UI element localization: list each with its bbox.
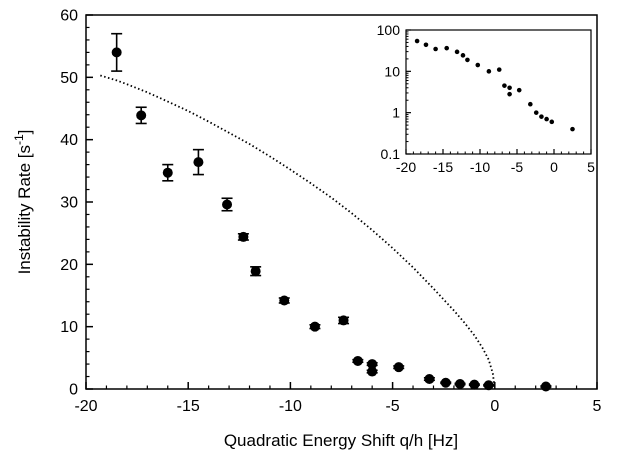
data-point (352, 355, 364, 366)
data-marker (469, 379, 480, 390)
inset-data-marker (533, 110, 539, 115)
data-marker (424, 374, 435, 385)
data-point (162, 163, 174, 182)
data-marker (338, 315, 349, 326)
x-tick-label: 0 (490, 398, 499, 415)
inset-data-marker (516, 87, 522, 93)
inset-data-marker (433, 46, 438, 52)
data-point (221, 197, 233, 212)
y-tick-label: 20 (60, 257, 78, 274)
inset-data-marker (475, 62, 481, 68)
data-marker (440, 377, 451, 388)
inset-x-tick-label: -10 (470, 159, 490, 175)
inset-data-marker (496, 67, 502, 72)
data-marker (540, 381, 551, 392)
inset-y-tick-label: 10 (384, 63, 400, 79)
inset-data-marker (544, 116, 549, 122)
inset-data-marker (528, 101, 533, 107)
y-tick-label: 50 (60, 70, 78, 87)
data-point (366, 359, 378, 370)
data-point (338, 315, 350, 326)
inset-data-marker (507, 85, 512, 91)
inset-x-tick-label: 0 (550, 159, 558, 175)
data-marker (393, 362, 404, 373)
y-tick-label: 0 (69, 382, 78, 399)
data-point (309, 321, 321, 332)
data-marker (309, 321, 320, 332)
data-point (366, 366, 378, 377)
data-point (483, 380, 495, 391)
inset-data-points (414, 38, 575, 132)
data-marker (367, 359, 378, 370)
data-point (250, 266, 262, 277)
data-marker (162, 167, 173, 178)
inset-data-marker (423, 42, 429, 48)
inset-data-marker (465, 57, 470, 63)
y-axis-label: Instability Rate [s-1] (12, 130, 34, 275)
data-point (237, 231, 249, 242)
inset-x-tick-label: 5 (587, 159, 595, 175)
inset-data-marker (570, 126, 575, 132)
inset-x-tick-label: -5 (511, 159, 524, 175)
x-tick-label: -15 (177, 398, 200, 415)
data-marker (352, 355, 363, 366)
data-point (192, 148, 204, 176)
inset-data-marker (444, 45, 450, 51)
inset-data-marker (502, 83, 507, 88)
data-point (454, 379, 466, 390)
y-tick-label: 40 (60, 132, 78, 149)
data-marker (455, 379, 466, 390)
main-data-points (111, 32, 552, 392)
inset-y-tick-label: 100 (377, 22, 401, 38)
data-marker (367, 366, 378, 377)
x-tick-label: 5 (593, 398, 602, 415)
inset-data-marker (486, 69, 492, 74)
data-point (278, 295, 290, 306)
data-point (423, 374, 435, 385)
y-tick-label: 30 (60, 195, 78, 212)
data-marker (279, 295, 290, 306)
inset-data-marker (507, 91, 512, 97)
inset-x-tick-label: -20 (396, 159, 416, 175)
data-marker (136, 110, 147, 121)
data-point (540, 381, 552, 392)
data-marker (222, 199, 233, 210)
data-marker (250, 266, 261, 277)
x-tick-label: -5 (385, 398, 399, 415)
inset-data-marker (539, 114, 544, 119)
y-tick-label: 10 (60, 319, 78, 336)
inset-data-marker (454, 49, 460, 55)
data-marker (238, 231, 249, 242)
inset-data-marker (460, 53, 466, 58)
data-marker (483, 380, 494, 391)
inset-data-marker (414, 38, 420, 44)
y-tick-label: 60 (60, 8, 78, 25)
x-axis-label: Quadratic Energy Shift q/h [Hz] (224, 431, 458, 450)
inset-y-tick-label: 1 (392, 105, 400, 121)
data-point (440, 377, 452, 388)
data-marker (193, 157, 204, 168)
data-point (111, 32, 123, 72)
data-point (468, 379, 480, 390)
x-tick-label: -10 (279, 398, 302, 415)
inset-data-marker (549, 119, 555, 125)
data-marker (111, 47, 122, 58)
inset-x-tick-label: -15 (433, 159, 453, 175)
x-tick-label: -20 (74, 398, 97, 415)
data-point (135, 106, 147, 125)
inset-y-tick-label: 0.1 (381, 146, 401, 162)
inset-ticks: -20 -15 -10 -5 0 5 0.1 1 10 100 (377, 22, 595, 175)
data-point (393, 362, 405, 373)
